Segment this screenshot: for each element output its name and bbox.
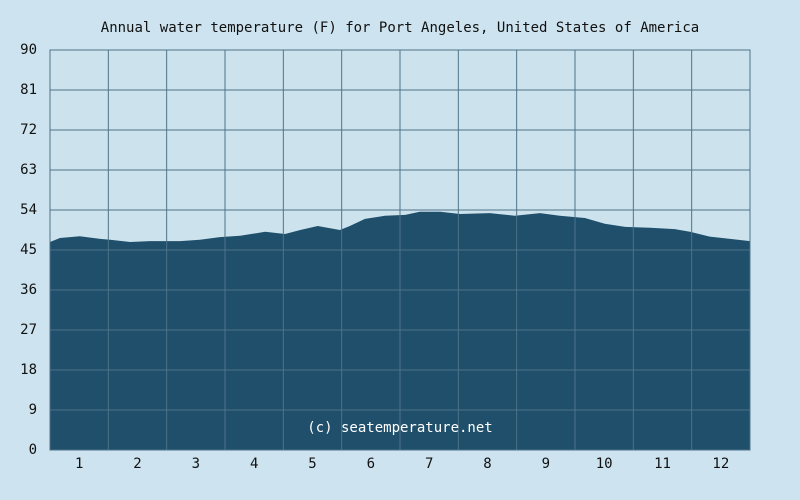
x-tick-label: 9 [542, 456, 550, 472]
y-tick-label: 27 [20, 322, 37, 338]
y-tick-label: 45 [20, 242, 37, 258]
y-tick-label: 90 [20, 42, 37, 58]
y-tick-label: 72 [20, 122, 37, 138]
y-tick-label: 36 [20, 282, 37, 298]
y-tick-label: 9 [29, 402, 37, 418]
x-tick-label: 3 [192, 456, 200, 472]
x-tick-label: 10 [596, 456, 613, 472]
x-tick-label: 1 [75, 456, 83, 472]
x-tick-label: 12 [712, 456, 729, 472]
y-tick-label: 54 [20, 202, 37, 218]
x-tick-label: 4 [250, 456, 258, 472]
chart-title: Annual water temperature (F) for Port An… [101, 20, 699, 36]
plot-border [49, 49, 751, 451]
y-tick-label: 0 [29, 442, 37, 458]
x-tick-label: 11 [654, 456, 671, 472]
x-tick-label: 8 [483, 456, 491, 472]
y-tick-label: 18 [20, 362, 37, 378]
x-tick-label: 7 [425, 456, 433, 472]
watermark: (c) seatemperature.net [307, 420, 492, 436]
x-tick-label: 5 [308, 456, 316, 472]
y-tick-label: 63 [20, 162, 37, 178]
y-tick-label: 81 [20, 82, 37, 98]
x-tick-label: 6 [367, 456, 375, 472]
x-tick-label: 2 [133, 456, 141, 472]
